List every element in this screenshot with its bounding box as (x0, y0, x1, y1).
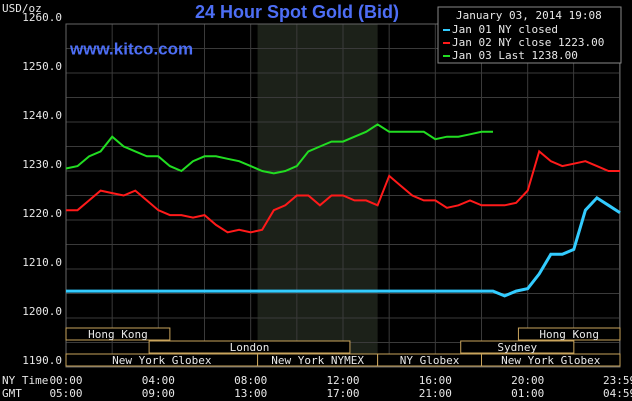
series-line (66, 149, 620, 234)
legend-box (437, 6, 622, 64)
watermark: www.kitco.com (69, 39, 193, 58)
x-row-label: GMT (2, 387, 22, 400)
legend-label: Jan 03 Last 1238.00 (452, 49, 578, 62)
legend-label: Jan 02 NY close 1223.00 (452, 36, 604, 49)
session-label: NY Globex (400, 354, 460, 367)
session-box (481, 353, 621, 367)
gmt-tick-label: 17:00 (326, 387, 359, 400)
y-tick-label: 1210.0 (22, 256, 62, 269)
series-line (66, 195, 621, 298)
session-label: Hong Kong (88, 328, 148, 341)
session-box (148, 340, 351, 354)
x-tick-label: 04:00 (142, 374, 175, 387)
y-tick-label: 1200.0 (22, 305, 62, 318)
y-axis-label: USD/oz (2, 2, 42, 15)
y-tick-label: 1220.0 (22, 207, 62, 220)
series-line (65, 123, 493, 175)
session-label: Hong Kong (539, 328, 599, 341)
gmt-tick-label: 13:00 (234, 387, 267, 400)
legend-label: Jan 01 NY closed (452, 23, 558, 36)
session-label: Sydney (497, 341, 537, 354)
y-tick-label: 1230.0 (22, 158, 62, 171)
session-label: London (230, 341, 270, 354)
y-tick-label: 1240.0 (22, 109, 62, 122)
session-box (65, 327, 171, 341)
gmt-tick-label: 21:00 (419, 387, 452, 400)
session-box (517, 327, 621, 341)
session-box (460, 340, 575, 354)
x-tick-label: 20:00 (511, 374, 544, 387)
x-tick-label: 16:00 (419, 374, 452, 387)
y-tick-label: 1260.0 (22, 11, 62, 24)
x-tick-label: 12:00 (326, 374, 359, 387)
y-tick-label: 1190.0 (22, 354, 62, 367)
x-tick-label: 23:59 (603, 374, 632, 387)
y-tick-label: 1250.0 (22, 60, 62, 73)
timestamp: January 03, 2014 19:08 (456, 9, 602, 22)
gmt-tick-label: 05:00 (49, 387, 82, 400)
gmt-tick-label: 09:00 (142, 387, 175, 400)
x-tick-label: 00:00 (49, 374, 82, 387)
gmt-tick-label: 01:00 (511, 387, 544, 400)
x-row-label: NY Time (2, 374, 48, 387)
session-label: New York Globex (112, 354, 212, 367)
session-label: New York Globex (501, 354, 601, 367)
x-tick-label: 08:00 (234, 374, 267, 387)
session-label: New York NYMEX (271, 354, 364, 367)
gmt-tick-label: 04:59 (603, 387, 632, 400)
plot-frame (65, 23, 621, 368)
chart-title: 24 Hour Spot Gold (Bid) (195, 2, 399, 22)
